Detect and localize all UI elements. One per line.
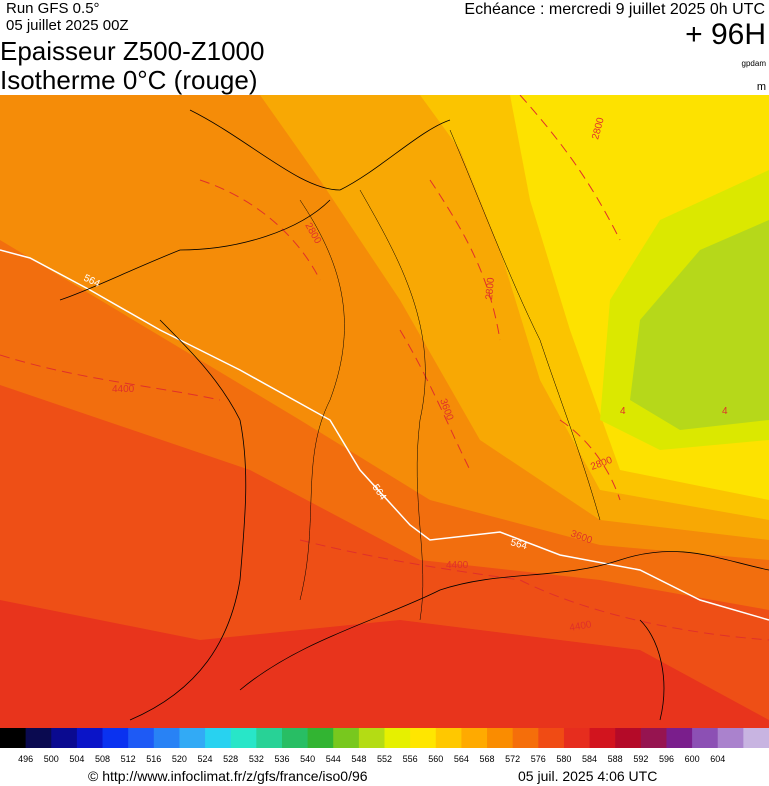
legend-label: 496 bbox=[18, 754, 33, 764]
footer-url: © http://www.infoclimat.fr/z/gfs/france/… bbox=[88, 768, 368, 784]
legend-swatch bbox=[589, 728, 616, 748]
legend-swatch bbox=[487, 728, 514, 748]
title: Epaisseur Z500-Z1000 bbox=[0, 36, 264, 66]
legend-label: 556 bbox=[403, 754, 418, 764]
legend-swatch bbox=[743, 728, 769, 748]
legend-label: 604 bbox=[710, 754, 725, 764]
legend-swatch bbox=[333, 728, 360, 748]
legend-swatch bbox=[51, 728, 78, 748]
legend-swatch bbox=[256, 728, 283, 748]
field bbox=[630, 220, 769, 430]
unit2: m bbox=[757, 81, 766, 93]
legend-swatch bbox=[640, 728, 667, 748]
legend-swatch bbox=[717, 728, 744, 748]
isotherm bbox=[0, 95, 769, 641]
lead-time: + 96H bbox=[685, 18, 766, 51]
legend-label: 600 bbox=[685, 754, 700, 764]
legend-label: 572 bbox=[505, 754, 520, 764]
legend-swatch bbox=[461, 728, 488, 748]
legend-label: 504 bbox=[69, 754, 84, 764]
legend-label: 524 bbox=[198, 754, 213, 764]
legend-swatch bbox=[0, 728, 27, 748]
legend-swatch bbox=[384, 728, 411, 748]
legend-swatch bbox=[666, 728, 693, 748]
legend-swatch bbox=[102, 728, 129, 748]
contour-label: 4 bbox=[620, 406, 626, 417]
legend-swatch bbox=[153, 728, 180, 748]
run-label: Run GFS 0.5° bbox=[6, 0, 100, 17]
color-legend: 496 500 504 508 512 516 520 524 528 532 536 540 544 5… bbox=[0, 728, 769, 764]
legend-label: 508 bbox=[95, 754, 110, 764]
legend-label: 540 bbox=[300, 754, 315, 764]
legend-label: 528 bbox=[223, 754, 238, 764]
legend-label: 584 bbox=[582, 754, 597, 764]
legend-label: 560 bbox=[428, 754, 443, 764]
legend-swatch bbox=[410, 728, 437, 748]
legend-label: 576 bbox=[531, 754, 546, 764]
legend-label: 544 bbox=[326, 754, 341, 764]
legend-label: 516 bbox=[146, 754, 161, 764]
legend-swatch bbox=[230, 728, 257, 748]
legend-swatch bbox=[281, 728, 309, 748]
legend-label: 532 bbox=[249, 754, 264, 764]
legend-label: 548 bbox=[351, 754, 366, 764]
legend-swatch bbox=[512, 728, 539, 748]
contour-label: 4400 bbox=[569, 619, 593, 634]
legend-swatch bbox=[179, 728, 206, 748]
footer-time: 05 juil. 2025 4:06 UTC bbox=[518, 768, 657, 784]
legend-label: 552 bbox=[377, 754, 392, 764]
legend-label: 520 bbox=[172, 754, 187, 764]
contour-label: 4 bbox=[722, 406, 728, 417]
legend-swatch bbox=[128, 728, 155, 748]
unit: gpdam bbox=[742, 59, 767, 68]
legend-label: 536 bbox=[274, 754, 289, 764]
legend-label: 592 bbox=[633, 754, 648, 764]
legend-label: 564 bbox=[454, 754, 469, 764]
isoline-564 bbox=[0, 249, 769, 621]
legend-swatch bbox=[307, 728, 334, 748]
subtitle: Isotherme 0°C (rouge) bbox=[0, 65, 258, 95]
contour-label: 2800 bbox=[484, 277, 497, 301]
valid-time: Echéance : mercredi 9 juillet 2025 0h UT… bbox=[464, 1, 765, 18]
legend-label: 500 bbox=[44, 754, 59, 764]
legend-label: 588 bbox=[608, 754, 623, 764]
contour-label: 4400 bbox=[446, 560, 469, 571]
legend-swatch bbox=[692, 728, 719, 748]
legend-label: 580 bbox=[556, 754, 571, 764]
legend-swatch bbox=[205, 728, 232, 748]
contour-label: 4400 bbox=[112, 384, 135, 395]
legend-swatch bbox=[563, 728, 591, 748]
legend-swatch bbox=[25, 728, 52, 748]
legend-swatch bbox=[538, 728, 565, 748]
legend-label: 568 bbox=[480, 754, 495, 764]
contour-label: 564 bbox=[509, 537, 528, 552]
legend-swatch bbox=[358, 728, 385, 748]
legend-swatch bbox=[615, 728, 642, 748]
map: 564 564 564 4400 4400 4400 2800 2800 280… bbox=[0, 95, 769, 728]
legend-label: 596 bbox=[659, 754, 674, 764]
legend-swatch bbox=[76, 728, 104, 748]
legend-swatch bbox=[435, 728, 462, 748]
legend-label: 512 bbox=[121, 754, 136, 764]
coastline bbox=[59, 109, 769, 721]
run-date: 05 juillet 2025 00Z bbox=[6, 17, 129, 34]
